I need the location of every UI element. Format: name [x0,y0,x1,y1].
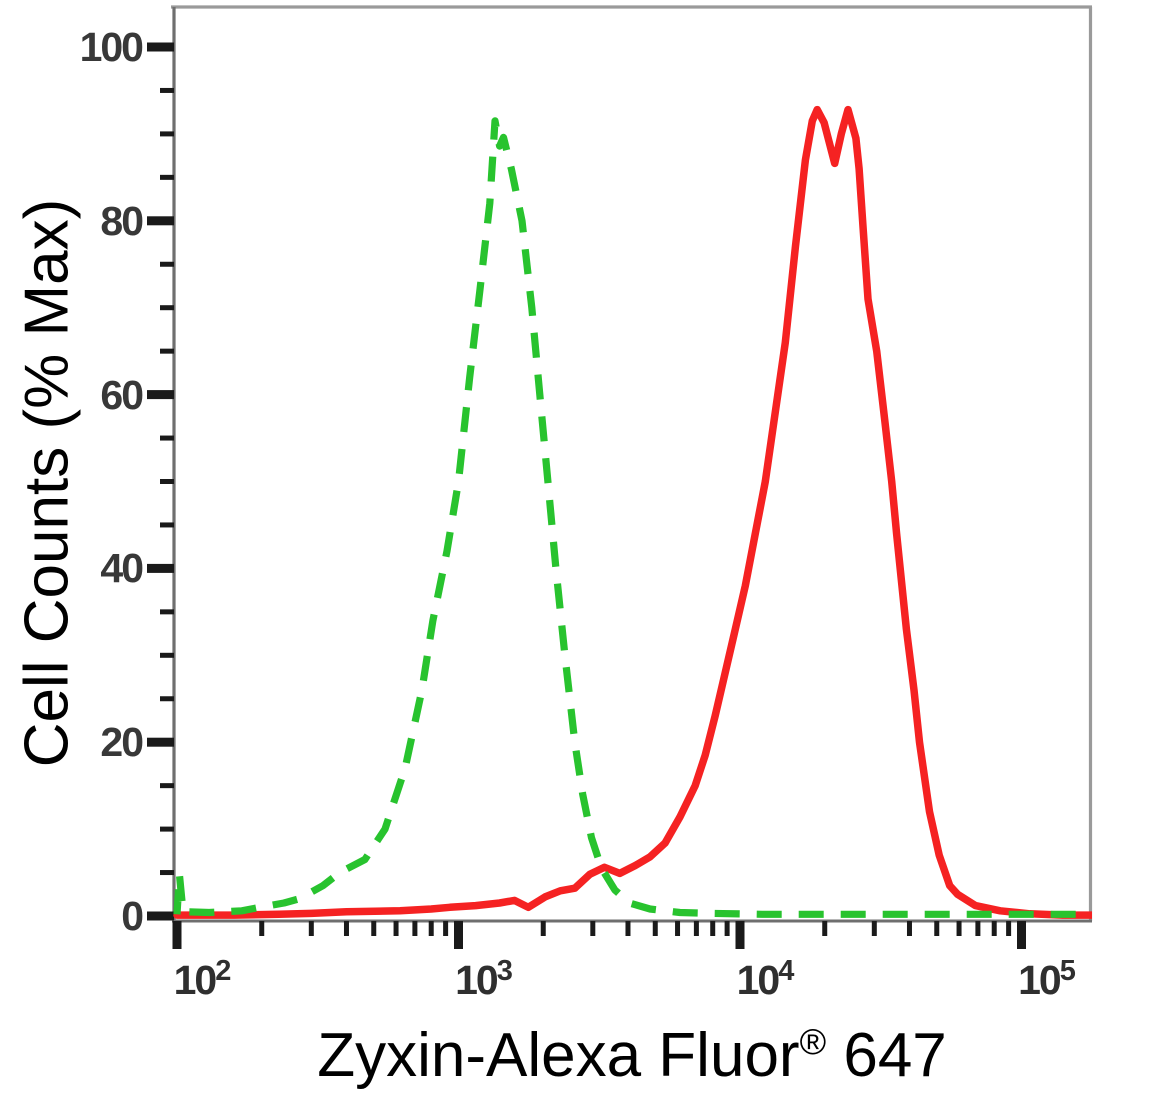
x-minor-tick [343,921,349,936]
y-minor-tick [160,174,174,180]
y-minor-tick [160,696,174,702]
y-minor-tick [160,435,174,441]
x-minor-tick [675,921,681,936]
x-axis-title-text: Zyxin-Alexa Fluor [317,1021,800,1090]
y-tick-label: 0 [121,893,144,939]
y-minor-tick [160,870,174,876]
x-minor-tick [1006,921,1012,936]
x-axis-title-number: 647 [826,1021,947,1090]
x-tick-label-exponent: 2 [215,955,231,987]
y-tick-label: 20 [100,719,144,766]
x-minor-tick [871,921,877,936]
y-major-tick [147,563,174,573]
y-major-tick [147,737,174,747]
x-tick-label-exponent: 3 [496,955,513,987]
green-dashed-curve [173,117,1092,918]
x-tick-label-exponent: 5 [1059,955,1076,987]
registered-trademark-symbol: ® [799,1021,827,1062]
y-tick-label: 100 [79,24,144,70]
x-major-tick [454,921,463,949]
x-minor-tick [412,921,418,936]
y-minor-tick [160,131,174,137]
x-minor-tick [693,921,699,936]
x-tick-label-base: 10 [736,957,781,1003]
x-minor-tick [991,921,997,936]
y-minor-tick [160,479,174,484]
x-minor-tick [710,921,716,936]
x-minor-tick [393,921,399,936]
x-minor-tick [822,921,828,936]
y-minor-tick [160,348,174,354]
y-minor-tick [160,783,174,789]
y-major-tick [147,390,174,400]
x-tick-label-base: 10 [1018,957,1062,1003]
x-axis-title: Zyxin-Alexa Fluor® 647 [317,1020,947,1091]
x-tick-label-base: 10 [173,957,218,1003]
x-tick-label-exponent: 4 [778,955,794,987]
x-tick-label: 105 [982,955,1112,1007]
x-minor-tick [590,921,596,936]
x-minor-tick [308,921,314,936]
x-tick-label: 102 [137,955,267,1007]
x-tick-label-base: 10 [455,957,499,1003]
x-tick-label: 104 [700,955,830,1007]
x-minor-tick [540,921,546,936]
y-minor-tick [160,522,174,528]
y-minor-tick [160,609,174,615]
y-tick-label: 60 [100,371,144,418]
x-major-tick [1017,921,1026,949]
red-solid-curve [173,105,1092,919]
x-tick-label: 103 [419,955,549,1007]
x-minor-tick [428,921,434,936]
x-minor-tick [934,921,940,936]
y-axis-title: Cell Counts (% Max) [12,198,82,768]
x-minor-tick [956,921,962,936]
y-minor-tick [160,261,174,267]
y-tick-label: 40 [100,545,144,592]
x-minor-tick [975,921,981,936]
y-major-tick [147,911,174,921]
y-major-tick [147,216,174,226]
x-minor-tick [652,921,658,936]
y-minor-tick [160,305,174,311]
y-minor-tick [160,826,174,832]
y-minor-tick [160,87,174,93]
x-minor-tick [371,921,377,936]
y-tick-label: 80 [100,197,144,244]
x-minor-tick [259,921,265,936]
x-major-tick [172,921,182,949]
y-major-tick [147,42,174,52]
x-major-tick [735,921,745,949]
x-minor-tick [724,921,730,936]
y-minor-tick [160,652,174,658]
x-minor-tick [906,921,912,936]
x-minor-tick [625,921,631,936]
x-minor-tick [443,921,449,936]
